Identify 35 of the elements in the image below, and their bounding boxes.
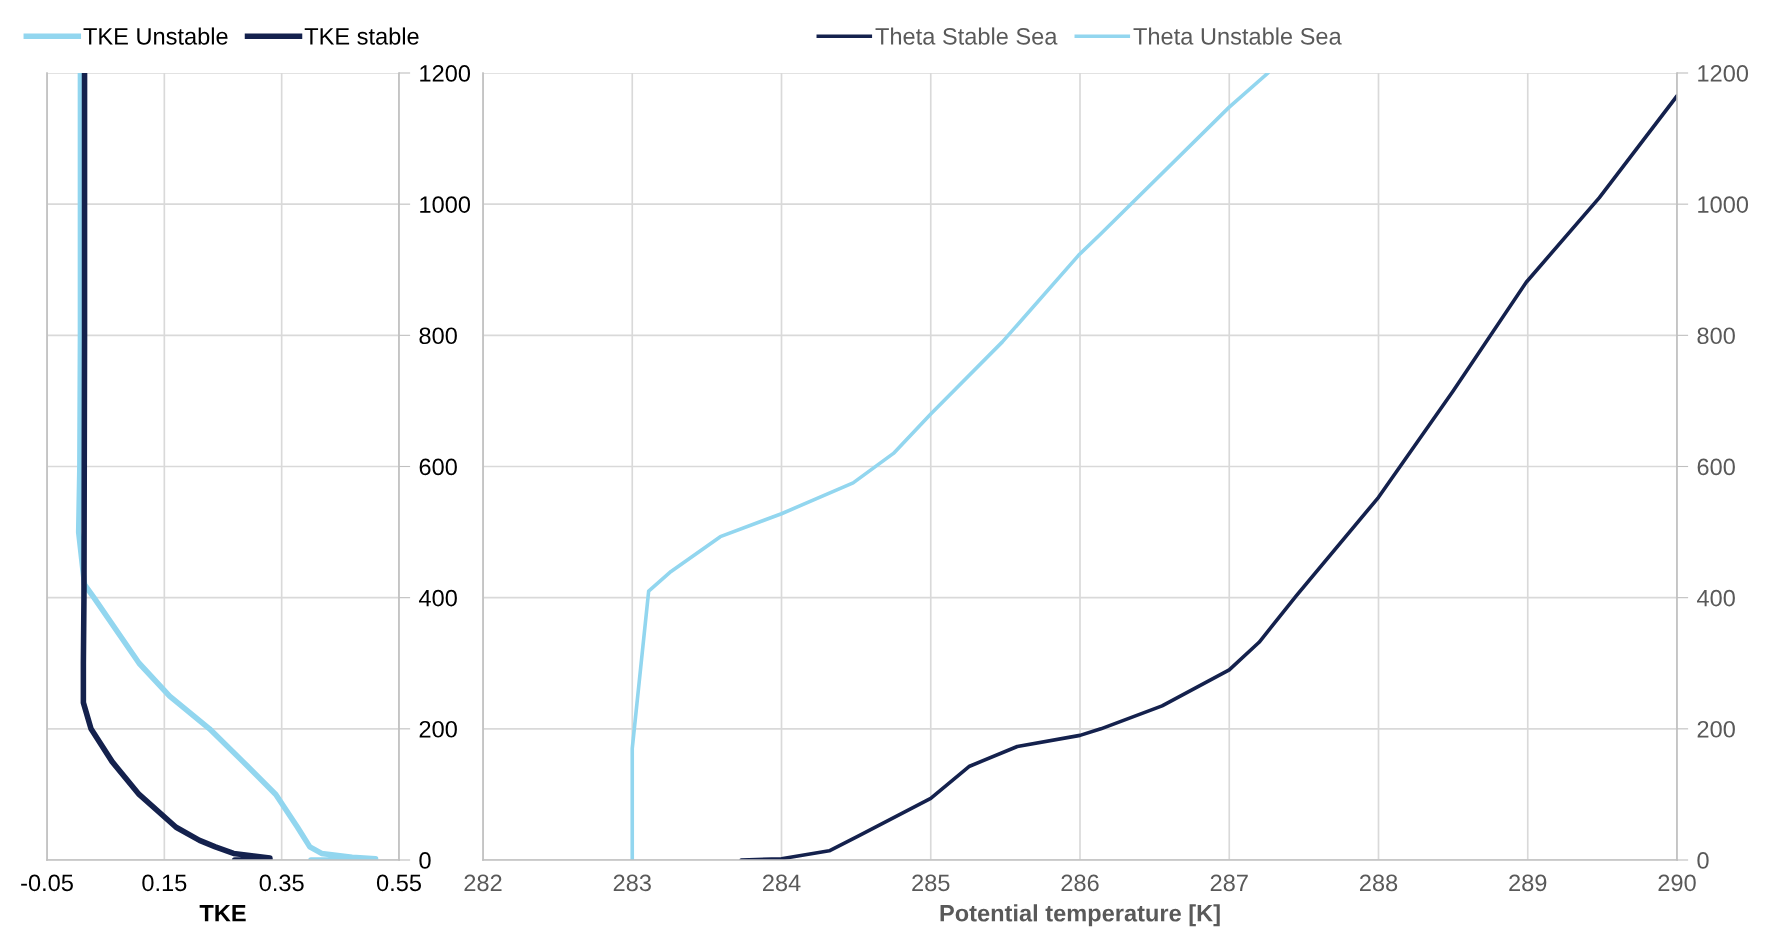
y-tick-label: 200 bbox=[1697, 720, 1735, 738]
line-series bbox=[630, 73, 1270, 860]
legend-label: TKE Unstable bbox=[83, 27, 228, 45]
y-tick-label: 600 bbox=[419, 458, 457, 476]
y-tick-label: 1000 bbox=[420, 196, 471, 213]
y-tick-label: 800 bbox=[1697, 327, 1735, 345]
y-tick-label: 200 bbox=[419, 720, 457, 738]
y-tick-label: 1200 bbox=[420, 65, 471, 82]
y-tick-label: 400 bbox=[1696, 589, 1735, 607]
x-tick-label: 0.55 bbox=[376, 874, 421, 892]
line-series bbox=[739, 94, 1677, 860]
y-tick-label: 0 bbox=[1697, 852, 1709, 869]
x-tick-label: 285 bbox=[912, 874, 950, 892]
x-tick-label: 282 bbox=[464, 874, 502, 892]
x-tick-label: -0.05 bbox=[21, 874, 73, 892]
x-tick-label: 287 bbox=[1210, 874, 1248, 892]
x-axis-title: TKE bbox=[199, 905, 246, 922]
x-tick-label: 0.35 bbox=[259, 874, 304, 892]
x-tick-label: 0.15 bbox=[142, 874, 187, 892]
y-tick-label: 0 bbox=[419, 852, 431, 869]
legend-label: Theta Stable Sea bbox=[875, 27, 1058, 45]
y-tick-label: 800 bbox=[419, 327, 457, 345]
x-tick-label: 283 bbox=[613, 874, 651, 892]
y-tick-label: 1200 bbox=[1698, 65, 1749, 82]
x-tick-label: 288 bbox=[1359, 874, 1398, 892]
x-tick-label: 290 bbox=[1658, 874, 1696, 892]
y-tick-label: 1000 bbox=[1698, 196, 1749, 213]
y-tick-label: 400 bbox=[418, 589, 457, 607]
x-tick-label: 289 bbox=[1509, 874, 1547, 892]
x-tick-label: 284 bbox=[762, 874, 801, 892]
x-tick-label: 286 bbox=[1061, 874, 1099, 892]
y-tick-label: 600 bbox=[1697, 458, 1735, 476]
x-axis-title: Potential temperature [K] bbox=[940, 904, 1220, 927]
legend-label: Theta Unstable Sea bbox=[1133, 27, 1342, 45]
legend-label: TKE stable bbox=[304, 27, 419, 45]
